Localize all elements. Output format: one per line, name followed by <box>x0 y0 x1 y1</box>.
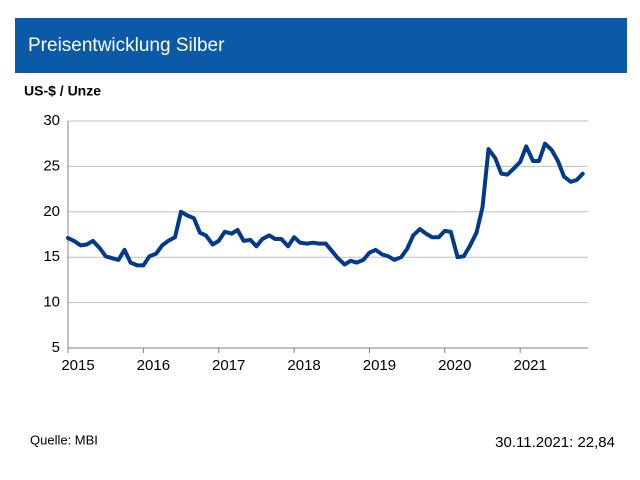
y-tick-label: 25 <box>43 157 60 174</box>
x-tick-label: 2018 <box>287 357 320 374</box>
x-tick-label: 2015 <box>61 357 94 374</box>
y-tick-label: 10 <box>43 294 60 311</box>
header-bar <box>15 18 627 73</box>
x-tick-label: 2019 <box>363 357 396 374</box>
y-tick-label: 20 <box>43 203 60 220</box>
y-tick-label: 5 <box>52 339 60 356</box>
y-axis-label: US-$ / Unze <box>24 83 101 99</box>
note: 30.11.2021: 22,84 <box>495 434 615 451</box>
x-tick-label: 2021 <box>513 357 546 374</box>
x-tick-label: 2016 <box>137 357 170 374</box>
x-tick-label: 2017 <box>212 357 245 374</box>
line <box>66 141 585 268</box>
x-tick-label: 2020 <box>438 357 471 374</box>
y-tick-label: 15 <box>43 248 60 265</box>
y-tick-label: 30 <box>43 112 60 129</box>
chart-title: Preisentwicklung Silber <box>28 35 225 56</box>
source: Quelle: MBI <box>30 432 98 447</box>
